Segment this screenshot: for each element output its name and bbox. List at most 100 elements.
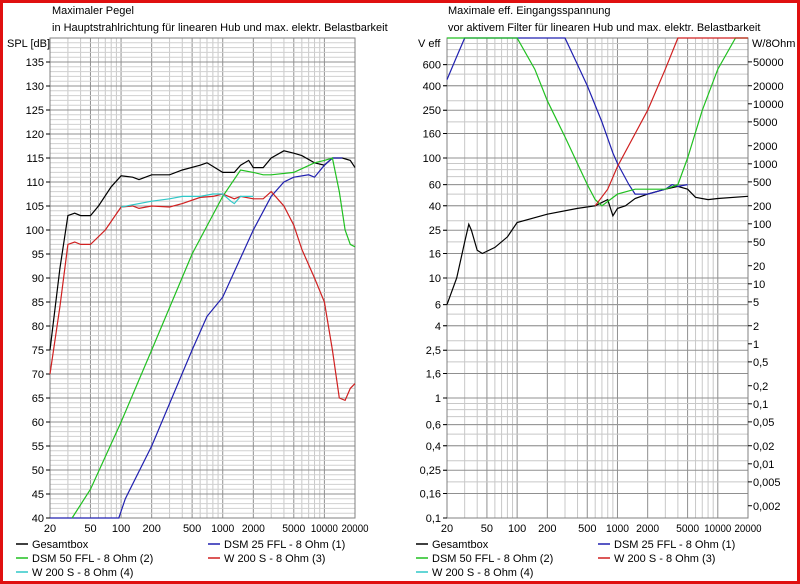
right-x-tick-label: 500 — [578, 523, 596, 535]
left-y-tick-label: 100 — [26, 225, 44, 237]
left-legend-label: W 200 S - 8 Ohm (3) — [224, 553, 325, 565]
right-y-tick-label: 0,16 — [420, 489, 441, 501]
left-x-tick-label: 10000 — [311, 523, 338, 535]
right-x-tick-label: 20000 — [735, 523, 762, 535]
left-x-tick-label: 2000 — [242, 523, 265, 535]
right-y2-tick-label: 100 — [753, 219, 771, 231]
left-y-tick-label: 120 — [26, 129, 44, 141]
right-y2-tick-label: 0,002 — [753, 501, 781, 513]
left-y-tick-label: 85 — [32, 297, 44, 309]
right-x-tick-label: 200 — [538, 523, 556, 535]
left-legend-label: W 200 S - 8 Ohm (4) — [32, 567, 133, 579]
right-y-tick-label: 40 — [429, 201, 441, 213]
right-y-tick-label: 6 — [435, 300, 441, 312]
right-y2-tick-label: 2 — [753, 321, 759, 333]
right-y2-tick-label: 0,02 — [753, 441, 774, 453]
right-y-tick-label: 25 — [429, 225, 441, 237]
right-y2-tick-label: 0,01 — [753, 459, 774, 471]
left-x-tick-label: 20 — [44, 523, 56, 535]
right-y2-tick-label: 20 — [753, 261, 765, 273]
right-y2-tick-label: 10 — [753, 279, 765, 291]
left-y-tick-label: 95 — [32, 249, 44, 261]
right-x-tick-label: 20 — [441, 523, 453, 535]
right-legend-label: DSM 25 FFL - 8 Ohm (1) — [614, 539, 735, 551]
right-y-tick-label: 60 — [429, 180, 441, 192]
left-y-tick-label: 80 — [32, 321, 44, 333]
right-y2-tick-label: 500 — [753, 177, 771, 189]
right-y2-tick-label: 10000 — [753, 99, 784, 111]
right-chart-subtitle: vor aktivem Filter für linearen Hub und … — [448, 22, 761, 34]
right-legend-label: W 200 S - 8 Ohm (4) — [432, 567, 533, 579]
left-chart-subtitle: in Hauptstrahlrichtung für linearen Hub … — [52, 22, 388, 34]
left-y-tick-label: 115 — [26, 153, 44, 165]
right-x-tick-label: 100 — [508, 523, 526, 535]
right-chart-title: Maximale eff. Eingangsspannung — [448, 5, 611, 17]
right-series-1-line — [446, 37, 688, 195]
right-series-0-line — [446, 185, 749, 305]
right-y-tick-label: 1 — [435, 393, 441, 405]
left-y-tick-label: 40 — [32, 513, 44, 525]
right-series-2-line — [447, 37, 748, 207]
right-y-tick-label: 1,6 — [426, 369, 441, 381]
right-y-tick-label: 0,1 — [426, 513, 441, 525]
right-y2-tick-label: 0,1 — [753, 399, 768, 411]
right-y-tick-label: 10 — [429, 273, 441, 285]
left-x-tick-label: 20000 — [342, 523, 369, 535]
left-y-tick-label: 50 — [32, 465, 44, 477]
right-legend-label: DSM 50 FFL - 8 Ohm (2) — [432, 553, 553, 565]
right-y2-tick-label: 5 — [753, 297, 759, 309]
right-y-tick-label: 250 — [423, 105, 441, 117]
right-y2-axis-label: W/8Ohm — [752, 38, 796, 50]
left-legend-label: Gesamtbox — [32, 539, 89, 551]
right-y-tick-label: 400 — [423, 81, 441, 93]
right-y-tick-label: 600 — [423, 60, 441, 72]
right-y2-tick-label: 20000 — [753, 81, 784, 93]
left-y-tick-label: 125 — [26, 105, 44, 117]
right-y2-tick-label: 1000 — [753, 159, 777, 171]
right-y-tick-label: 2,5 — [426, 345, 441, 357]
right-series-3-line — [594, 37, 748, 207]
right-y-tick-label: 4 — [435, 321, 441, 333]
right-y2-tick-label: 50000 — [753, 57, 784, 69]
left-y-tick-label: 75 — [32, 345, 44, 357]
left-y-axis-label: SPL [dB] — [7, 38, 51, 50]
right-x-tick-label: 2000 — [636, 523, 659, 535]
left-y-tick-label: 70 — [32, 369, 44, 381]
right-y2-tick-label: 1 — [753, 339, 759, 351]
left-y-tick-label: 65 — [32, 393, 44, 405]
left-x-tick-label: 200 — [142, 523, 160, 535]
left-y-tick-label: 55 — [32, 441, 44, 453]
right-y2-tick-label: 0,5 — [753, 357, 768, 369]
left-y-tick-label: 60 — [32, 417, 44, 429]
left-legend-label: DSM 25 FFL - 8 Ohm (1) — [224, 539, 345, 551]
left-x-tick-label: 5000 — [282, 523, 305, 535]
left-series-1-line — [50, 157, 343, 519]
right-legend-label: W 200 S - 8 Ohm (3) — [614, 553, 715, 565]
left-x-tick-label: 100 — [112, 523, 130, 535]
left-legend-label: DSM 50 FFL - 8 Ohm (2) — [32, 553, 153, 565]
right-x-tick-label: 50 — [481, 523, 493, 535]
left-y-tick-label: 105 — [26, 201, 44, 213]
right-y-axis-label: V eff — [418, 38, 441, 50]
right-y2-tick-label: 200 — [753, 201, 771, 213]
right-y2-tick-label: 5000 — [753, 117, 777, 129]
right-y-tick-label: 100 — [423, 153, 441, 165]
right-y-tick-label: 16 — [429, 249, 441, 261]
right-y-tick-label: 0,6 — [426, 420, 441, 432]
left-series-2-line — [71, 157, 356, 519]
left-y-tick-label: 135 — [26, 57, 44, 69]
left-x-tick-label: 500 — [183, 523, 201, 535]
right-y-tick-label: 0,4 — [426, 441, 441, 453]
right-y2-tick-label: 2000 — [753, 141, 777, 153]
left-x-tick-label: 50 — [84, 523, 96, 535]
left-y-tick-label: 130 — [26, 81, 44, 93]
right-x-tick-label: 10000 — [704, 523, 731, 535]
left-y-tick-label: 90 — [32, 273, 44, 285]
right-y-tick-label: 160 — [423, 129, 441, 141]
right-y2-tick-label: 0,05 — [753, 417, 774, 429]
right-y2-tick-label: 50 — [753, 237, 765, 249]
left-series-0-line — [49, 150, 356, 351]
right-y2-tick-label: 0,005 — [753, 477, 781, 489]
right-x-tick-label: 5000 — [676, 523, 699, 535]
